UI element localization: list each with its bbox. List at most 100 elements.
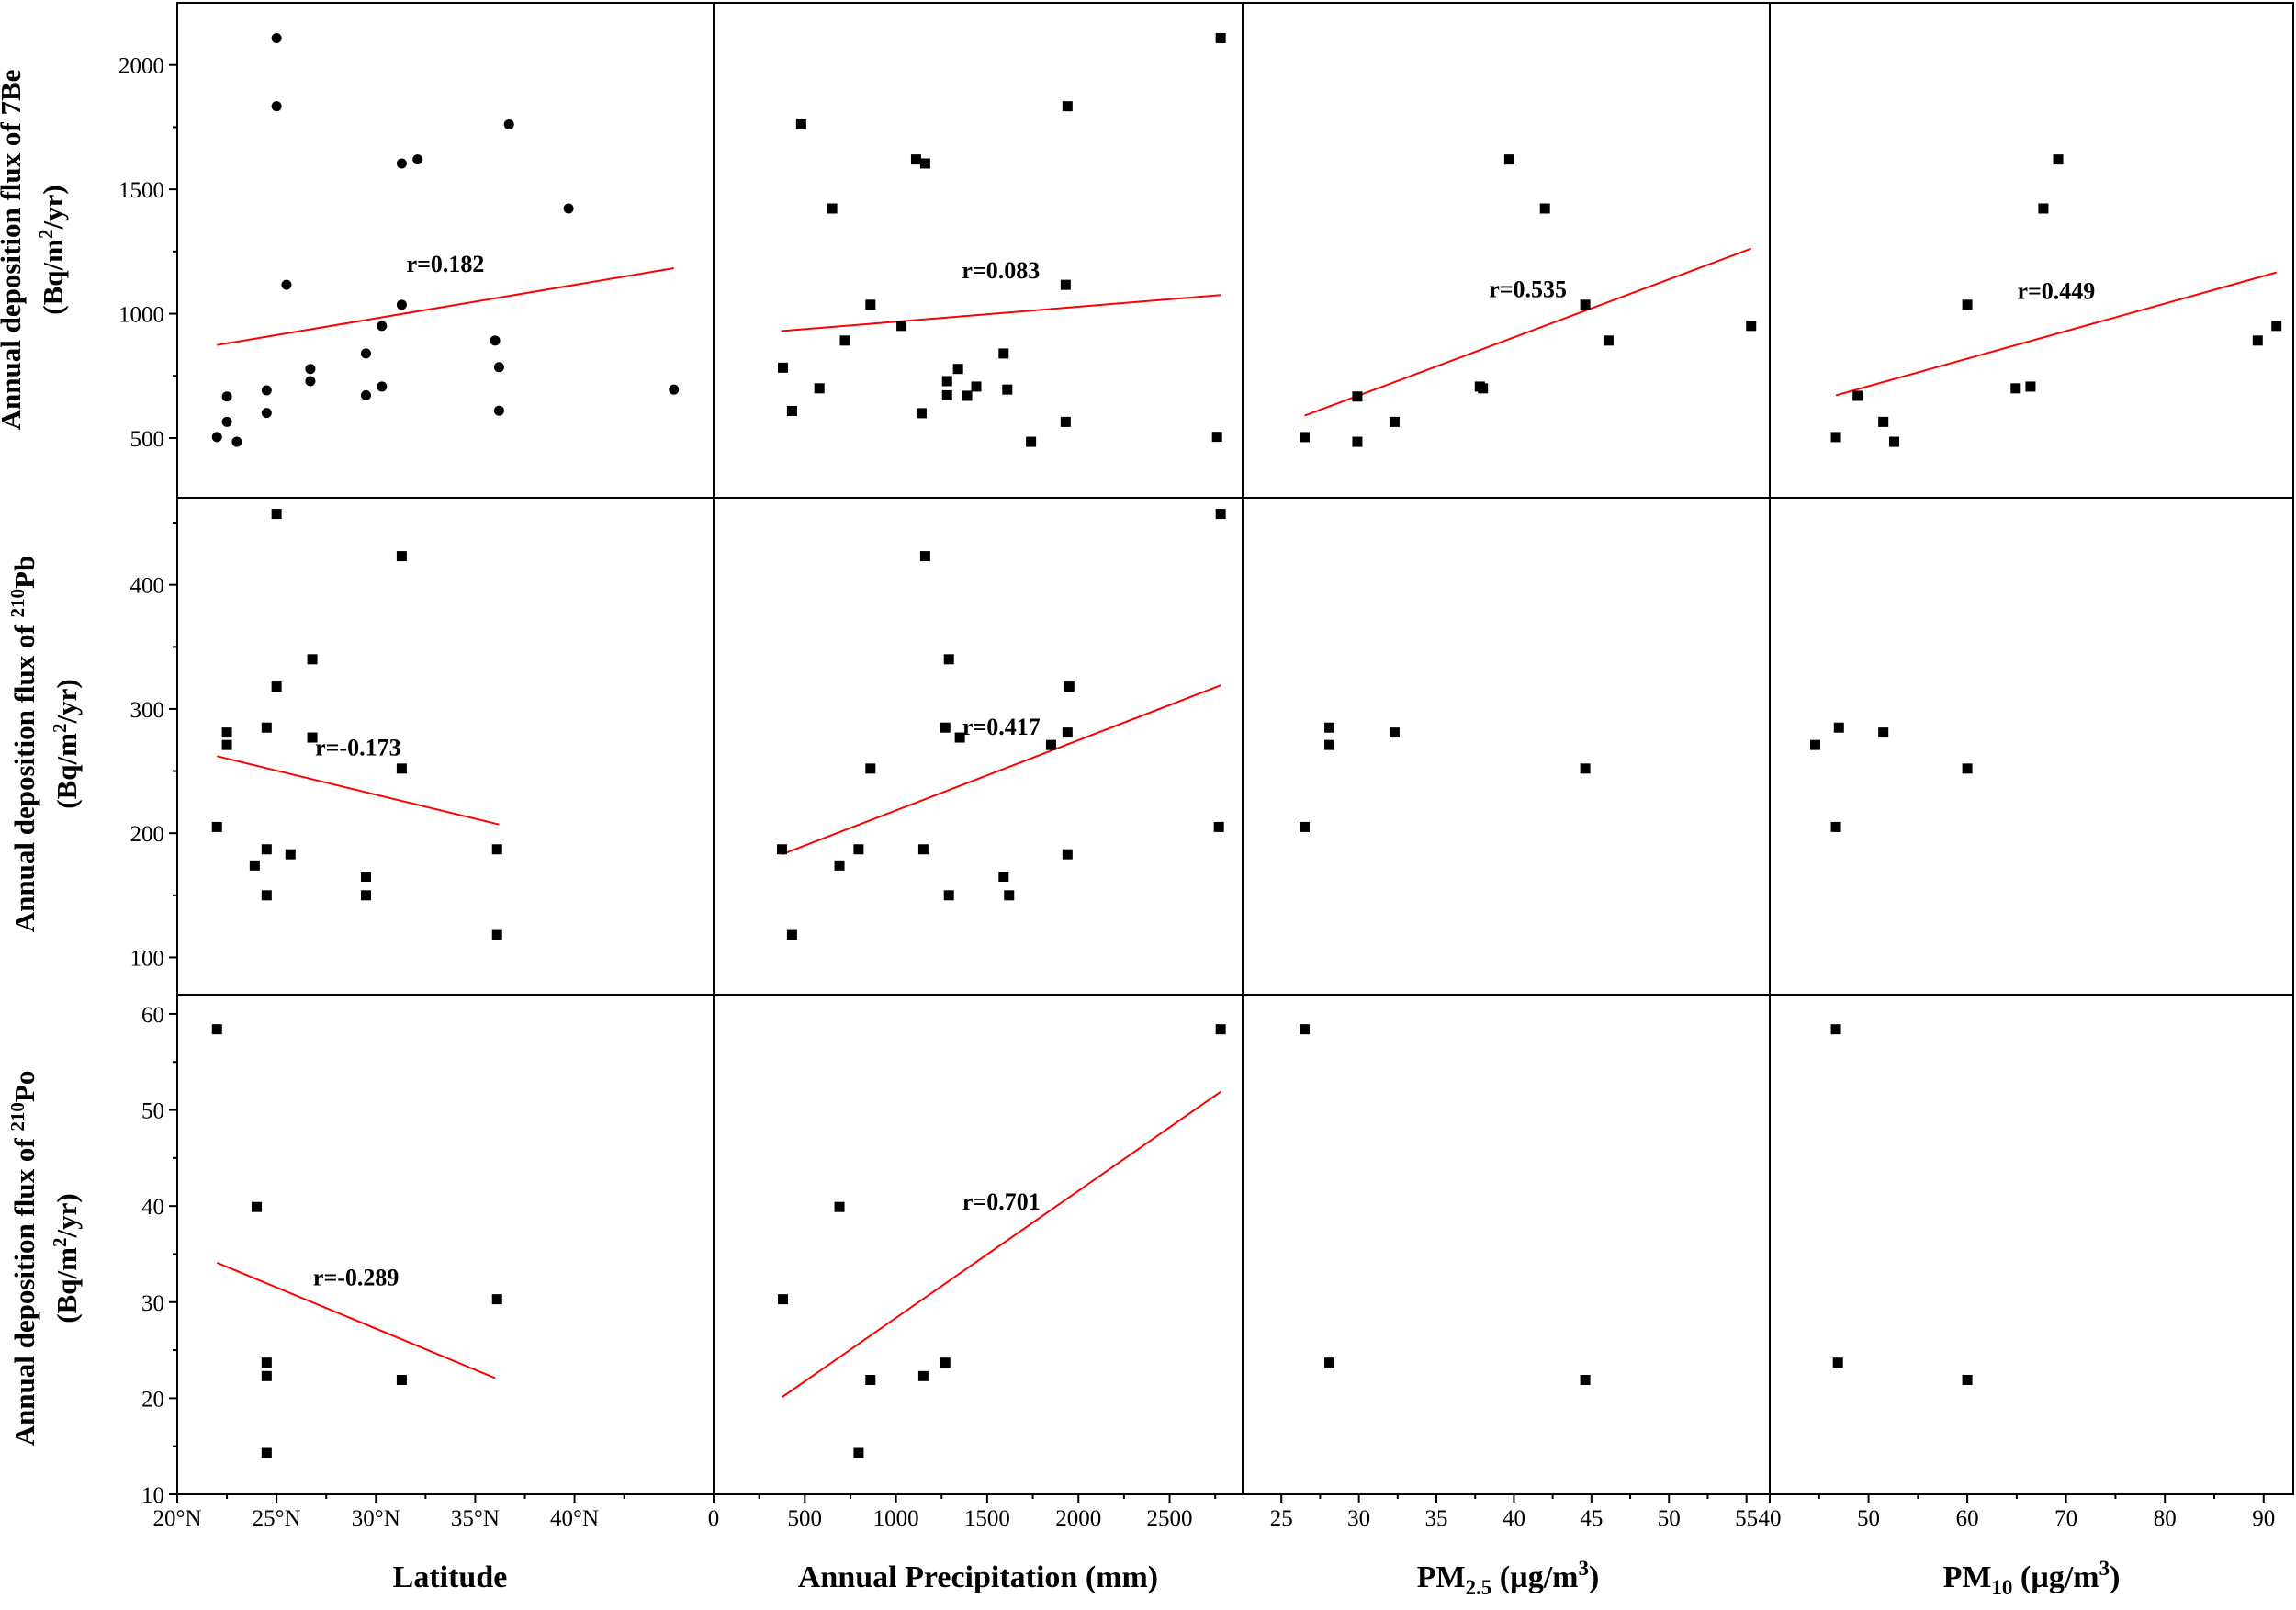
x-tick-label: 35°N xyxy=(451,1506,500,1531)
data-point-5 xyxy=(917,844,929,855)
data-point-7 xyxy=(271,681,282,692)
panel-frame-r1-c3 xyxy=(1769,497,2294,996)
y-tick-label: 100 xyxy=(130,946,165,971)
data-point-18 xyxy=(1215,509,1226,520)
data-point-23 xyxy=(1215,32,1226,43)
x-tick-label: 1500 xyxy=(964,1506,1010,1531)
data-point-2 xyxy=(1352,436,1363,447)
data-point-16 xyxy=(491,844,502,855)
data-point-3 xyxy=(814,383,825,394)
data-point-17 xyxy=(1002,384,1013,395)
svg-text:(Bq/m2/yr): (Bq/m2/yr) xyxy=(49,1193,83,1323)
x-title-precipitation: Annual Precipitation (mm) xyxy=(798,1560,1158,1594)
data-point-6 xyxy=(1503,154,1514,165)
x-axis-pm2-5-g-m3: 25 30 35 40 45 50 55 xyxy=(1270,1494,1758,1531)
data-point-5 xyxy=(2010,383,2021,394)
panel-frame-r2-c1 xyxy=(713,994,1244,1495)
panel-frame-r2-c0 xyxy=(176,994,715,1495)
data-point-9 xyxy=(916,408,927,419)
data-point-15 xyxy=(396,158,407,169)
data-point-1 xyxy=(221,727,232,738)
panel-r2-c3 xyxy=(1830,1024,1973,1386)
data-point-21 xyxy=(1062,101,1073,112)
panel-r2-c1: r=0.701 xyxy=(777,1024,1226,1458)
y-tick-label: 50 xyxy=(141,1099,164,1124)
y-tick-label: 20 xyxy=(141,1387,164,1412)
x-tick-label: 25°N xyxy=(253,1506,301,1531)
panel-frame-r0-c3 xyxy=(1769,2,2294,499)
x-tick-label: 2000 xyxy=(1055,1506,1101,1531)
fit-line xyxy=(217,267,674,346)
y-axis-row-1: 100 200 300 400 xyxy=(130,522,177,971)
x-tick-label: 0 xyxy=(708,1506,720,1531)
data-point-17 xyxy=(412,154,423,165)
data-point-3 xyxy=(1389,727,1400,738)
data-point-8 xyxy=(281,279,292,290)
panel-frame-r2-c3 xyxy=(1769,994,2294,1495)
data-point-9 xyxy=(1603,335,1614,346)
data-point-1 xyxy=(1324,1357,1335,1368)
data-point-0 xyxy=(1300,1024,1311,1035)
data-point-8 xyxy=(1580,299,1591,310)
data-point-16 xyxy=(1064,681,1075,692)
data-point-16 xyxy=(396,299,407,310)
data-point-17 xyxy=(1213,821,1224,832)
panel-r1-c1: r=0.417 xyxy=(776,509,1226,940)
data-point-0 xyxy=(211,432,222,443)
data-point-0 xyxy=(1809,739,1820,750)
fit-line xyxy=(781,294,1221,332)
data-point-17 xyxy=(491,929,502,940)
x-tick-label: 30 xyxy=(1347,1506,1370,1531)
data-point-3 xyxy=(231,436,242,447)
data-point-4 xyxy=(1962,763,1973,774)
data-point-19 xyxy=(1060,279,1071,290)
data-point-7 xyxy=(940,722,951,733)
r-value-label: r=0.449 xyxy=(2017,278,2095,305)
x-tick-label: 30°N xyxy=(352,1506,400,1531)
data-point-12 xyxy=(1004,890,1015,901)
data-point-3 xyxy=(1389,416,1400,427)
data-point-10 xyxy=(2271,321,2282,332)
data-point-18 xyxy=(1026,436,1037,447)
panel-r1-c3 xyxy=(1809,722,1973,832)
data-point-19 xyxy=(493,362,504,373)
fit-line xyxy=(217,755,500,826)
data-point-3 xyxy=(865,1375,876,1386)
x-tick-label: 25 xyxy=(1270,1506,1293,1531)
x-tick-label: 55 xyxy=(1735,1506,1758,1531)
fit-line xyxy=(782,684,1221,856)
r-value-label: r=0.083 xyxy=(962,257,1040,284)
data-point-4 xyxy=(1962,299,1973,310)
data-point-5 xyxy=(940,1357,951,1368)
svg-text:(Bq/m2/yr): (Bq/m2/yr) xyxy=(49,679,83,808)
data-point-11 xyxy=(307,732,318,743)
y-tick-label: 500 xyxy=(130,427,165,452)
data-point-13 xyxy=(377,381,388,392)
y-title-210po: Annual deposition flux of 210Po (Bq/m2/y… xyxy=(6,1071,83,1447)
data-point-23 xyxy=(669,384,680,395)
x-tick-label: 40°N xyxy=(550,1506,599,1531)
data-point-9 xyxy=(285,849,296,860)
data-point-2 xyxy=(1962,1375,1973,1386)
y-tick-label: 1500 xyxy=(118,178,164,203)
x-tick-label: 90 xyxy=(2252,1506,2275,1531)
x-tick-label: 1000 xyxy=(873,1506,919,1531)
data-point-11 xyxy=(998,872,1009,883)
x-title-pm10: PM10 (µg/m3) xyxy=(1943,1557,2121,1599)
fit-line xyxy=(1835,271,2277,397)
y-tick-label: 30 xyxy=(141,1291,164,1316)
x-tick-label: 80 xyxy=(2154,1506,2177,1531)
x-tick-label: 2500 xyxy=(1147,1506,1193,1531)
panel-r1-c0: r=-0.173 xyxy=(211,509,502,940)
data-point-12 xyxy=(941,389,952,400)
y-tick-label: 10 xyxy=(141,1483,164,1508)
panel-r0-c1: r=0.083 xyxy=(777,32,1226,447)
data-point-6 xyxy=(261,722,272,733)
data-point-0 xyxy=(776,844,787,855)
data-point-1 xyxy=(1852,390,1863,401)
x-axis-annual-precipitation-mm: 0 500 1000 1500 2000 2500 xyxy=(708,1494,1217,1531)
x-tick-label: 45 xyxy=(1580,1506,1603,1531)
fit-line xyxy=(1304,247,1752,417)
data-point-0 xyxy=(1830,1024,1841,1035)
